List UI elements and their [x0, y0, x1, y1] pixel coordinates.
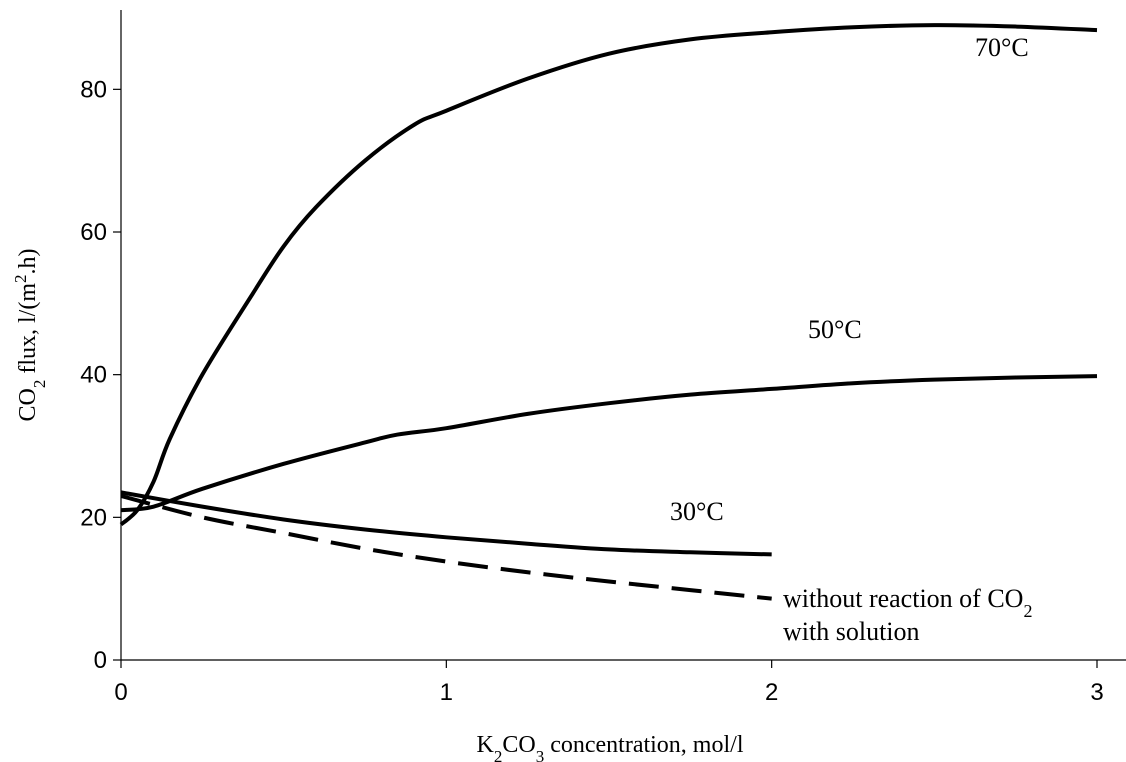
x-title-part2: CO [502, 732, 535, 758]
y-title-part3: .h) [15, 249, 41, 275]
x-tick-label: 2 [765, 679, 778, 706]
x-title-part3: concentration, mol/l [544, 732, 744, 758]
x-title-sub2: 3 [536, 747, 545, 762]
y-title-part2: flux, l/(m [15, 283, 41, 380]
label-no-reaction-main: without reaction of CO [783, 584, 1023, 613]
x-axis-title: K2CO3 concentration, mol/l [477, 732, 744, 762]
y-title-part1: CO [15, 388, 41, 421]
x-title-sub1: 2 [494, 747, 503, 762]
label-no-reaction-line2: with solution [783, 617, 920, 646]
x-title-part1: K [477, 732, 495, 758]
y-axis-title: CO2 flux, l/(m2.h) [11, 249, 49, 422]
label-70c: 70°C [975, 33, 1029, 62]
y-tick-label: 40 [80, 362, 107, 389]
y-title-sub: 2 [30, 380, 49, 389]
y-ticks: 0 20 40 60 80 [80, 76, 121, 674]
y-title-sup: 2 [11, 275, 30, 284]
x-tick-label: 1 [440, 679, 453, 706]
axes [121, 10, 1126, 660]
series-70c-line [121, 25, 1097, 524]
label-30c: 30°C [670, 497, 724, 526]
x-tick-label: 0 [114, 679, 127, 706]
y-tick-label: 80 [80, 76, 107, 103]
x-ticks: 0 1 2 3 [114, 660, 1103, 706]
y-tick-label: 20 [80, 504, 107, 531]
series-50c-line [121, 376, 1097, 510]
series-layer [121, 25, 1097, 599]
y-tick-label: 0 [94, 647, 107, 674]
label-no-reaction-sub: 2 [1023, 601, 1032, 621]
label-50c: 50°C [808, 315, 862, 344]
label-no-reaction-line1: without reaction of CO2 [783, 584, 1032, 621]
y-tick-label: 60 [80, 219, 107, 246]
x-tick-label: 3 [1090, 679, 1103, 706]
